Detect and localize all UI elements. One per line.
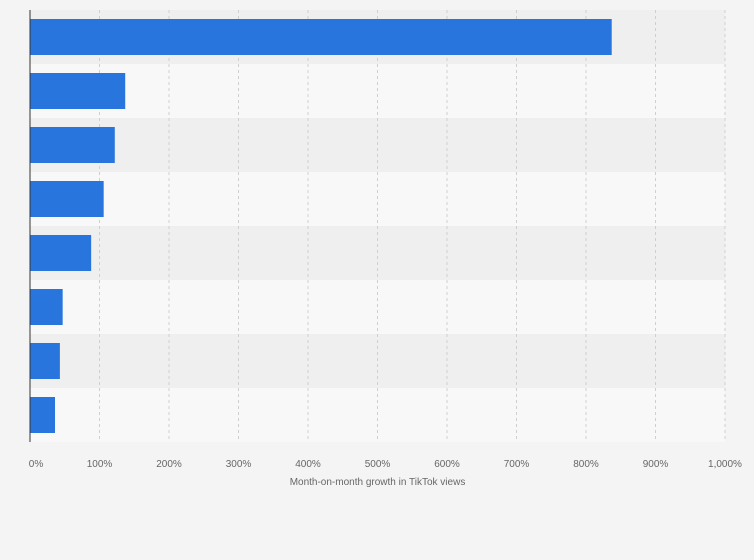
bar — [30, 73, 126, 109]
bar — [30, 181, 104, 217]
x-axis-ticks: 0% 100% 200% 300% 400% 500% 600% 700% 800% 900% 1,… — [29, 459, 742, 470]
x-tick-label: 700% — [504, 459, 530, 470]
x-tick-label: 600% — [434, 459, 460, 470]
bar — [30, 289, 63, 325]
bar — [30, 127, 115, 163]
bars — [30, 19, 612, 433]
x-tick-label: 1,000% — [708, 459, 742, 470]
x-tick-label: 500% — [365, 459, 391, 470]
bar — [30, 397, 56, 433]
x-tick-label: 100% — [87, 459, 113, 470]
bar — [30, 343, 60, 379]
bar — [30, 19, 612, 55]
grid-lines — [99, 10, 726, 442]
x-tick-label: 300% — [226, 459, 252, 470]
x-axis-title: Month-on-month growth in TikTok views — [290, 477, 466, 488]
x-tick-label: 800% — [573, 459, 599, 470]
x-tick-label: 200% — [156, 459, 182, 470]
bar — [30, 235, 92, 271]
x-tick-label: 900% — [643, 459, 669, 470]
x-tick-label: 400% — [295, 459, 321, 470]
x-tick-label: 0% — [29, 459, 44, 470]
